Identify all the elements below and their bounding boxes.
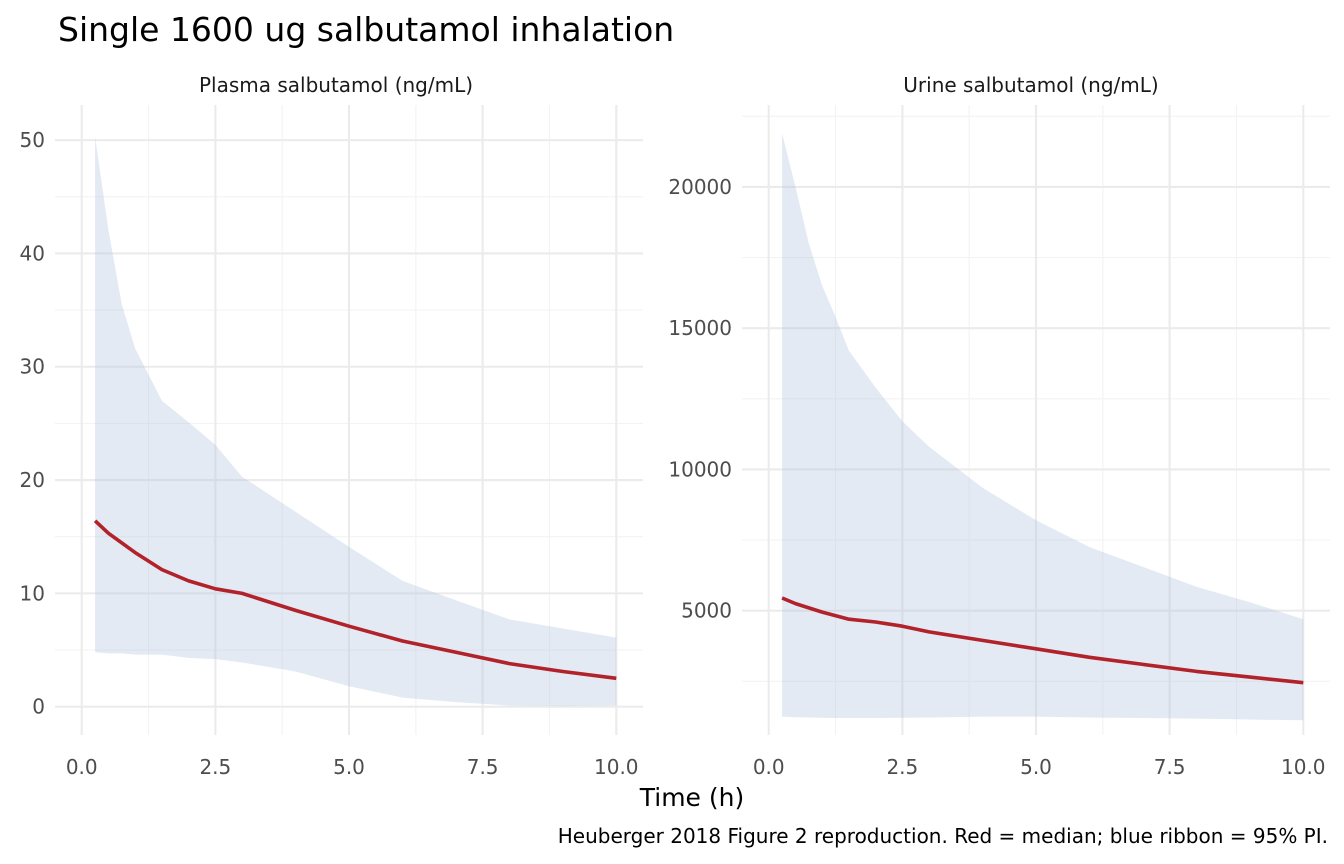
x-tick-label: 7.5 bbox=[467, 755, 499, 779]
facet-strip-title: Urine salbutamol (ng/mL) bbox=[903, 73, 1158, 97]
y-tick-label: 0 bbox=[32, 695, 45, 719]
x-tick-label: 10.0 bbox=[1281, 755, 1326, 779]
facet-strip-title: Plasma salbutamol (ng/mL) bbox=[199, 73, 473, 97]
median-line bbox=[781, 596, 1304, 685]
x-tick-label: 2.5 bbox=[886, 755, 918, 779]
median-line bbox=[93, 519, 617, 681]
x-tick-label: 2.5 bbox=[199, 755, 231, 779]
y-tick-label: 15000 bbox=[668, 316, 732, 340]
panel-2: 0.0 2.5 5.0 7.5 10.0 5000 10000 15000 20000 Urine… bbox=[668, 73, 1330, 779]
ribbon-95-pi bbox=[782, 133, 1304, 721]
x-tick-label: 5.0 bbox=[333, 755, 365, 779]
panel-1: 0.0 2.5 5.0 7.5 10.0 0 10 20 30 40 50 Plasma salbut… bbox=[20, 73, 643, 779]
y-tick-label: 5000 bbox=[681, 599, 732, 623]
y-tick-label: 20 bbox=[20, 468, 45, 492]
y-tick-label: 10000 bbox=[668, 457, 732, 481]
x-tick-label: 0.0 bbox=[66, 755, 98, 779]
x-tick-label: 0.0 bbox=[753, 755, 785, 779]
facet-panels: 0.0 2.5 5.0 7.5 10.0 0 10 20 30 40 50 Plasma salbut… bbox=[20, 73, 1330, 779]
x-tick-label: 10.0 bbox=[594, 755, 639, 779]
x-tick-label: 7.5 bbox=[1154, 755, 1186, 779]
y-tick-label: 40 bbox=[20, 241, 45, 265]
y-tick-label: 30 bbox=[20, 355, 45, 379]
x-tick-label: 5.0 bbox=[1020, 755, 1052, 779]
x-axis-label: Time (h) bbox=[639, 783, 744, 812]
y-tick-label: 10 bbox=[20, 581, 45, 605]
y-tick-label: 20000 bbox=[668, 175, 732, 199]
ribbon-95-pi bbox=[95, 136, 617, 707]
y-tick-label: 50 bbox=[20, 128, 45, 152]
chart-caption: Heuberger 2018 Figure 2 reproduction. Re… bbox=[558, 824, 1328, 848]
chart-title: Single 1600 ug salbutamol inhalation bbox=[58, 10, 674, 49]
